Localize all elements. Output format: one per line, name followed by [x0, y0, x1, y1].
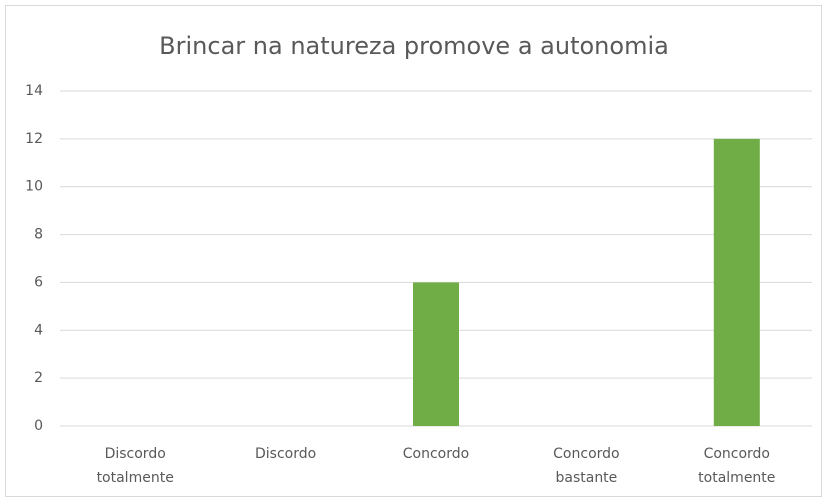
x-tick-label: Concordo bastante [553, 446, 620, 486]
x-tick-label: Discordo [254, 446, 317, 462]
y-tick-label: 8 [34, 227, 43, 243]
x-tick-label: Discordo totalmente [96, 446, 174, 486]
y-tick-label: 10 [25, 179, 43, 195]
x-tick-label: Concordo totalmente [698, 446, 776, 486]
y-tick-label: 14 [25, 83, 43, 99]
x-tick-label: Concordo [402, 446, 470, 462]
bar [713, 138, 760, 426]
bar [413, 282, 459, 426]
y-tick-label: 12 [25, 131, 43, 147]
y-tick-label: 6 [34, 274, 43, 290]
y-tick-label: 2 [34, 370, 43, 386]
y-tick-label: 0 [34, 418, 43, 434]
chart-title: Brincar na natureza promove a autonomia [159, 32, 669, 60]
y-tick-label: 4 [34, 322, 43, 338]
